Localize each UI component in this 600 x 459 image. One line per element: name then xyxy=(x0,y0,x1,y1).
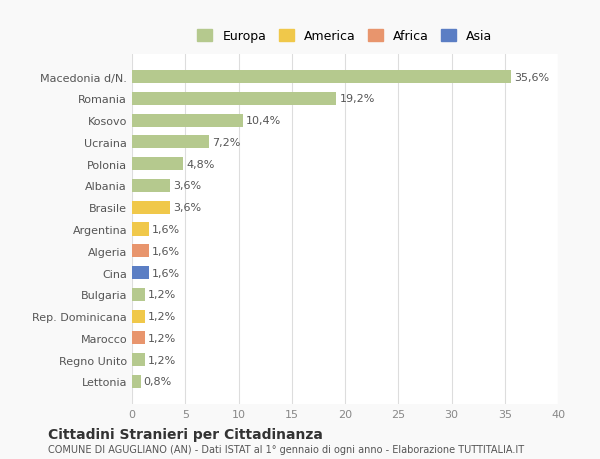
Text: 35,6%: 35,6% xyxy=(514,73,550,83)
Bar xyxy=(132,266,149,280)
Text: 3,6%: 3,6% xyxy=(173,203,202,213)
Text: 3,6%: 3,6% xyxy=(173,181,202,191)
Text: 0,8%: 0,8% xyxy=(144,376,172,386)
Bar xyxy=(132,158,183,171)
Text: 19,2%: 19,2% xyxy=(340,94,375,104)
Text: 1,2%: 1,2% xyxy=(148,311,176,321)
Bar xyxy=(132,288,145,301)
Bar xyxy=(132,114,243,128)
Legend: Europa, America, Africa, Asia: Europa, America, Africa, Asia xyxy=(194,27,496,47)
Text: 1,2%: 1,2% xyxy=(148,290,176,300)
Bar xyxy=(132,245,149,258)
Text: Cittadini Stranieri per Cittadinanza: Cittadini Stranieri per Cittadinanza xyxy=(48,427,323,442)
Text: 1,6%: 1,6% xyxy=(152,224,181,235)
Text: 7,2%: 7,2% xyxy=(212,138,240,148)
Text: 4,8%: 4,8% xyxy=(187,159,215,169)
Text: COMUNE DI AGUGLIANO (AN) - Dati ISTAT al 1° gennaio di ogni anno - Elaborazione : COMUNE DI AGUGLIANO (AN) - Dati ISTAT al… xyxy=(48,444,524,454)
Bar xyxy=(132,223,149,236)
Bar xyxy=(132,93,337,106)
Bar xyxy=(132,179,170,193)
Bar xyxy=(132,310,145,323)
Text: 1,2%: 1,2% xyxy=(148,333,176,343)
Bar xyxy=(132,136,209,149)
Text: 1,6%: 1,6% xyxy=(152,246,181,256)
Text: 1,6%: 1,6% xyxy=(152,268,181,278)
Text: 10,4%: 10,4% xyxy=(246,116,281,126)
Bar xyxy=(132,375,140,388)
Bar xyxy=(132,201,170,214)
Bar xyxy=(132,331,145,345)
Bar xyxy=(132,71,511,84)
Bar xyxy=(132,353,145,366)
Text: 1,2%: 1,2% xyxy=(148,355,176,365)
